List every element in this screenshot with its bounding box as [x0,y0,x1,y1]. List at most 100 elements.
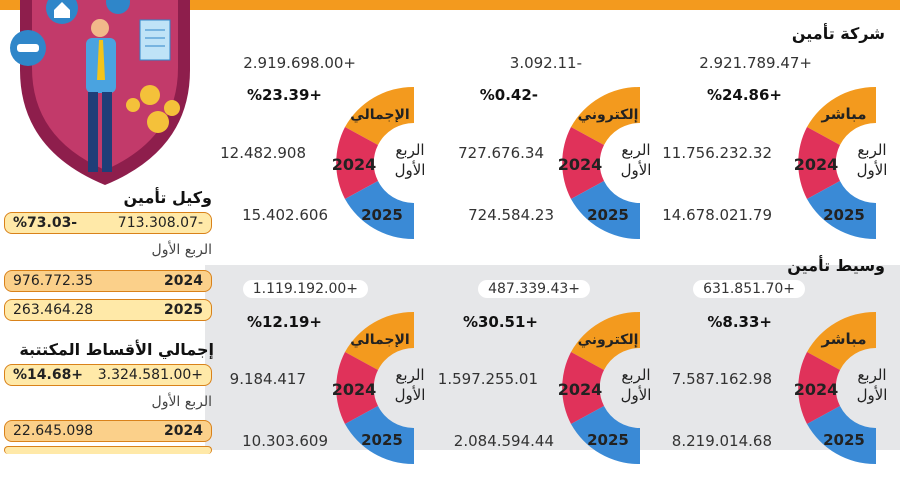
broker-electronic-2024: 1.597.255.01 [437,370,538,388]
quarter-line2: الأول [395,385,426,404]
company-total-diff: 2.919.698.00+ [243,54,356,72]
label-2025: 2025 [361,206,403,224]
label-electronic: إلكتروني [578,332,639,348]
coin-icon [164,100,180,116]
agent-diff: 713.308.07- [117,215,203,231]
label-2024: 2024 [332,380,377,399]
broker-electronic-gauge: إلكتروني 2024 2025 الربع الأول [544,300,654,480]
company-direct-pct: %24.86+ [706,86,782,104]
segment-2025 [571,181,640,240]
label-2024: 2024 [794,155,839,174]
company-electronic-2024: 727.676.34 [458,144,544,162]
label-direct: مباشر [820,105,866,123]
agent-quarter-label: الربع الأول [151,242,212,258]
broker-direct-pct: %8.33+ [707,313,772,331]
label-2024: 2024 [558,155,603,174]
grand-pct: %14.68+ [13,367,84,383]
agent-change-row: %73.03- 713.308.07- [4,212,212,234]
broker-total-2024: 9.184.417 [229,370,306,388]
company-title: شركة تأمين [791,24,885,43]
broker-total-2025: 10.303.609 [242,432,328,450]
quarter-line2: الأول [857,385,888,404]
label-2024: 2024 [794,380,839,399]
broker-direct-2024: 7.587.162.98 [671,370,772,388]
company-electronic-gauge: إلكتروني 2024 2025 الربع الأول [544,75,654,255]
agent-2024-row: 976.772.35 2024 [4,270,212,292]
segment-2024 [798,352,840,424]
segment-2025 [345,181,414,240]
company-direct-diff: 2.921.789.47+ [699,54,812,72]
agent-2025-year: 2025 [164,302,203,318]
agent-pct: %73.03- [13,215,78,231]
label-2024: 2024 [558,380,603,399]
doc-badge-icon [106,0,130,14]
label-electronic: إلكتروني [578,107,639,123]
top-banner [0,0,900,10]
label-2025: 2025 [823,206,865,224]
quarter-line1: الربع [395,366,424,384]
agent-title: وكيل تأمين [123,188,212,207]
grand-2024-value: 22.645.098 [13,423,94,439]
company-total-gauge: الإجمالي 2024 2025 الربع الأول [318,75,428,255]
grand-2024-row: 22.645.098 2024 [4,420,212,442]
quarter-line1: الربع [621,141,650,159]
agent-2024-year: 2024 [164,273,203,289]
segment-2024 [562,127,604,199]
quarter-line1: الربع [621,366,650,384]
broker-direct-2025: 8.219.014.68 [671,432,772,450]
company-electronic-2025: 724.584.23 [468,206,554,224]
segment-2024 [336,352,378,424]
broker-title: وسيط تأمين [787,256,885,275]
label-total: الإجمالي [350,332,409,348]
segment-direct [807,311,876,370]
segment-electronic [571,311,640,370]
insurance-illustration [10,0,190,185]
segment-2025 [807,181,876,240]
broker-electronic-pct: %30.51+ [462,313,538,331]
person-icon [91,19,109,37]
company-total-pct: %23.39+ [246,86,322,104]
quarter-line2: الأول [857,160,888,179]
company-direct-gauge: مباشر 2024 2025 الربع الأول [780,75,890,255]
segment-total [345,311,414,370]
quarter-line1: الربع [857,366,886,384]
quarter-line2: الأول [621,385,652,404]
segment-2024 [562,352,604,424]
broker-electronic-2025: 2.084.594.44 [453,432,554,450]
segment-2024 [336,127,378,199]
company-direct-2025: 14.678.021.79 [662,206,772,224]
label-total: الإجمالي [350,107,409,123]
company-total-2025: 15.402.606 [242,206,328,224]
grand-2024-year: 2024 [164,423,203,439]
label-2025: 2025 [823,431,865,449]
grand-2025-row-partial [4,446,212,454]
broker-electronic-diff: 487.339.43+ [478,280,590,298]
clipboard-icon [139,19,171,61]
quarter-line1: الربع [857,141,886,159]
total-title: إجمالي الأقساط المكتتبة [19,340,214,359]
label-2024: 2024 [332,155,377,174]
segment-2024 [798,127,840,199]
agent-2024-value: 976.772.35 [13,273,94,289]
company-electronic-diff: 3.092.11- [509,54,582,72]
segment-electronic [571,86,640,145]
segment-direct [807,86,876,145]
broker-total-gauge: الإجمالي 2024 2025 الربع الأول [318,300,428,480]
label-direct: مباشر [820,330,866,348]
coin-icon [140,85,160,105]
broker-direct-diff: 631.851.70+ [693,280,805,298]
company-total-2024: 12.482.908 [220,144,306,162]
quarter-line1: الربع [395,141,424,159]
broker-direct-gauge: مباشر 2024 2025 الربع الأول [780,300,890,480]
grand-diff: 3.324.581.00+ [97,367,203,383]
company-electronic-pct: %0.42- [479,86,538,104]
coin-icon [147,111,169,133]
coin-icon [126,98,140,112]
label-2025: 2025 [361,431,403,449]
grand-quarter-label: الربع الأول [151,394,212,410]
grand-change-row: %14.68+ 3.324.581.00+ [4,364,212,386]
quarter-line2: الأول [621,160,652,179]
label-2025: 2025 [587,431,629,449]
label-2025: 2025 [587,206,629,224]
agent-2025-row: 263.464.28 2025 [4,299,212,321]
